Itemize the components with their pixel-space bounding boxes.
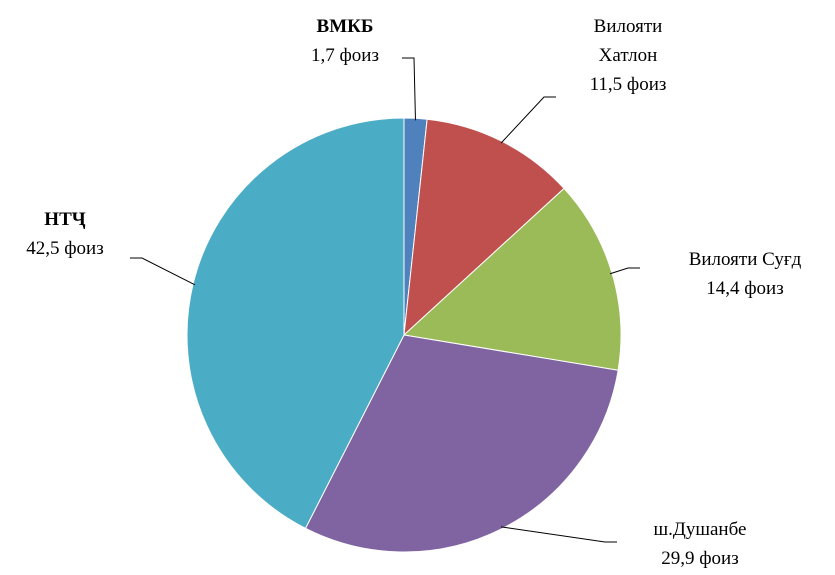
slice-label: НТҶ 42,5 фоиз xyxy=(0,205,130,263)
pie-slice xyxy=(304,334,619,553)
slice-name: Вилояти Суғд xyxy=(688,249,802,270)
slice-value-label: 14,4 фоиз xyxy=(706,278,784,299)
leader-line xyxy=(130,257,196,286)
slice-value-label: 11,5 фоиз xyxy=(589,74,667,95)
pie-slice xyxy=(403,118,565,337)
slice-name: НТҶ xyxy=(44,209,86,230)
slice-name: ш.Душанбе xyxy=(653,519,747,540)
leader-line xyxy=(609,267,640,275)
slice-name: Вилояти Хатлон xyxy=(593,16,663,66)
leader-line xyxy=(500,526,617,543)
slice-label: Вилояти Суғд 14,4 фоиз xyxy=(655,245,835,303)
slice-label: ВМКБ 1,7 фоиз xyxy=(275,12,415,70)
slice-label: Вилояти Хатлон 11,5 фоиз xyxy=(568,12,688,99)
leader-line xyxy=(402,57,416,121)
slice-value-label: 42,5 фоиз xyxy=(26,238,104,259)
slice-value-label: 29,9 фоиз xyxy=(661,548,739,569)
leader-line xyxy=(500,96,556,144)
slice-value-label: 1,7 фоиз xyxy=(311,45,379,66)
slice-label: ш.Душанбе 29,9 фоиз xyxy=(620,515,780,573)
slice-name: ВМКБ xyxy=(316,16,374,37)
